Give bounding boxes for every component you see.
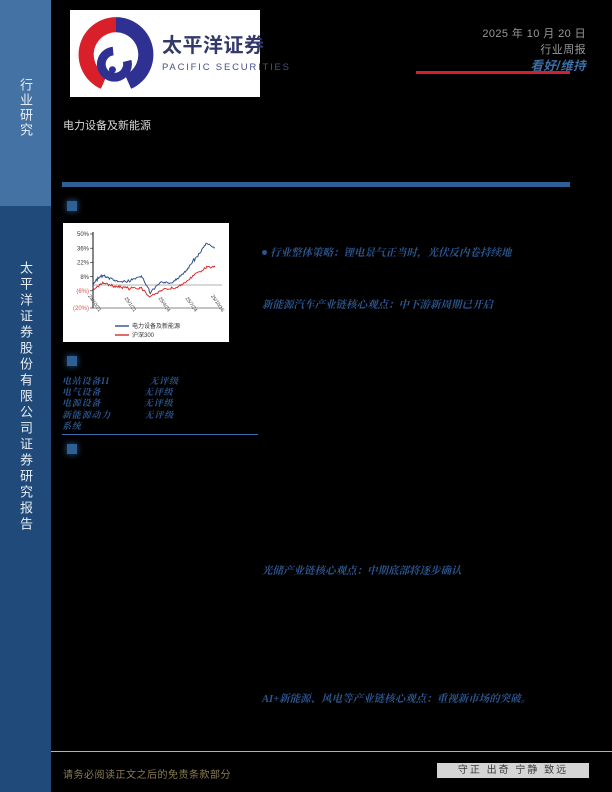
svg-text:25/1/21: 25/1/21 bbox=[123, 296, 138, 313]
svg-text:8%: 8% bbox=[80, 275, 89, 281]
svg-text:25/4/24: 25/4/24 bbox=[157, 296, 172, 313]
svg-text:25/7/24: 25/7/24 bbox=[184, 296, 199, 313]
svg-text:36%: 36% bbox=[77, 246, 90, 252]
svg-text:沪深300: 沪深300 bbox=[132, 331, 155, 339]
svg-text:22%: 22% bbox=[77, 261, 90, 267]
svg-text:(6%): (6%) bbox=[76, 289, 89, 295]
svg-text:电力设备及新能源: 电力设备及新能源 bbox=[132, 322, 180, 330]
svg-text:50%: 50% bbox=[77, 232, 90, 238]
svg-text:(20%): (20%) bbox=[73, 306, 89, 312]
svg-text:25/10/16: 25/10/16 bbox=[209, 294, 225, 314]
